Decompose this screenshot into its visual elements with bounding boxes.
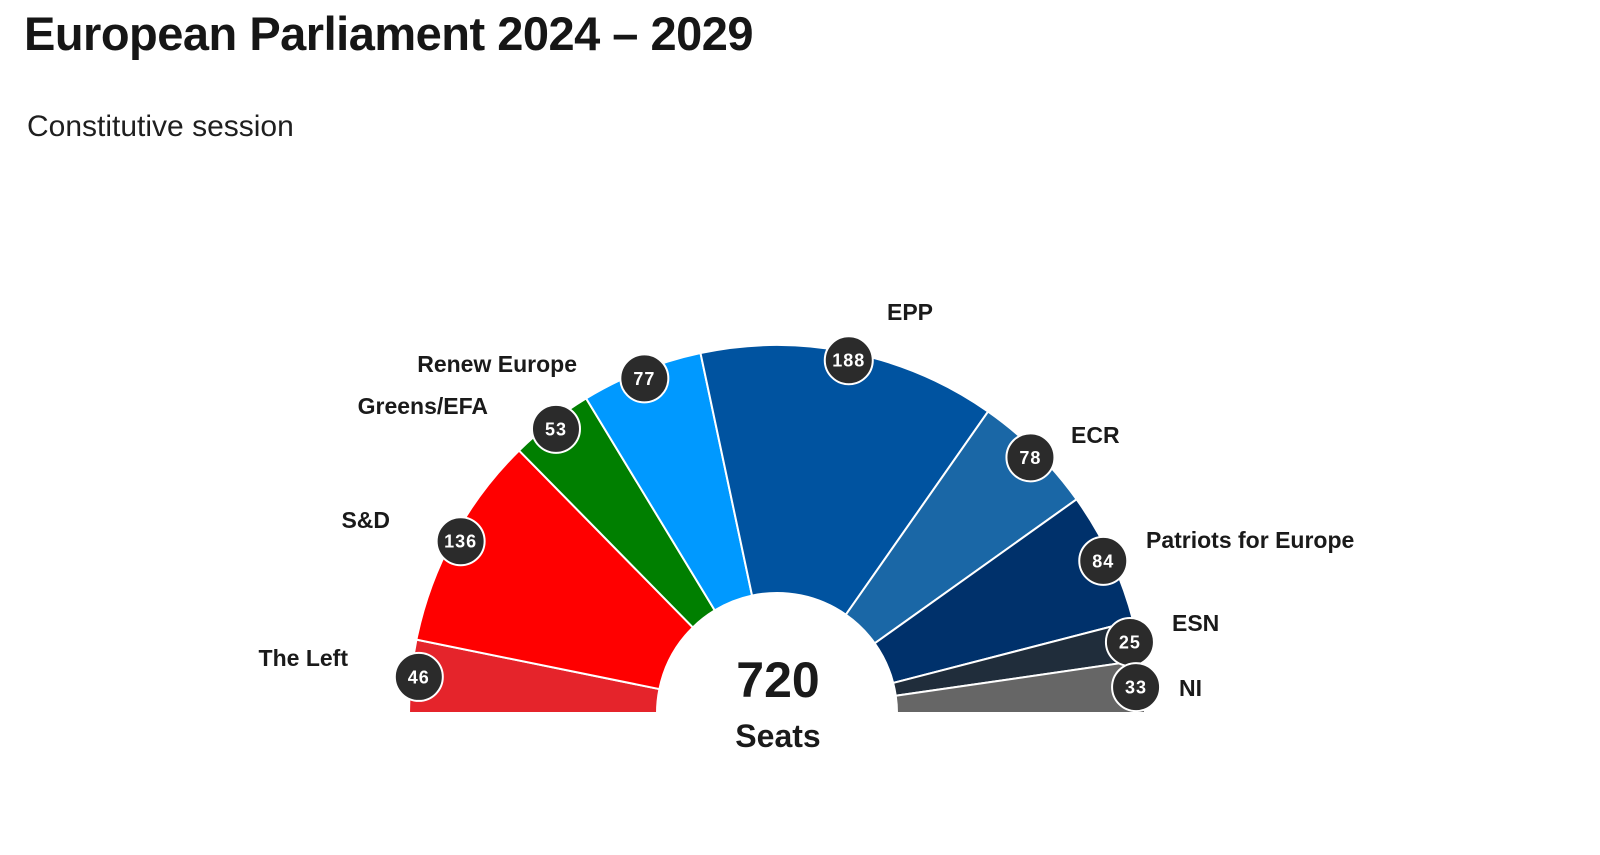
value-badge-ecr: 78 <box>1005 432 1056 483</box>
value-badge-circle <box>1078 535 1129 586</box>
value-badge-circle <box>619 353 670 404</box>
page-subtitle: Constitutive session <box>27 110 294 143</box>
value-badge-circle <box>393 651 444 702</box>
value-badge-renew-europe: 77 <box>619 353 670 404</box>
value-badge-circle <box>1111 662 1162 713</box>
value-label: 78 <box>1019 448 1041 468</box>
total-seats-label: Seats <box>735 718 820 754</box>
party-label-greens-efa: Greens/EFA <box>358 393 488 419</box>
value-label: 84 <box>1092 551 1114 571</box>
value-label: 188 <box>832 351 865 371</box>
segment-sandd <box>415 449 695 691</box>
party-label-ecr: ECR <box>1071 422 1120 448</box>
value-badge-circle <box>823 335 874 386</box>
page-title: European Parliament 2024 – 2029 <box>24 7 754 60</box>
value-label: 25 <box>1119 632 1141 652</box>
value-label: 53 <box>545 419 567 439</box>
value-badge-sandd: 136 <box>435 516 486 567</box>
value-badge-ni: 33 <box>1111 662 1162 713</box>
party-label-renew-europe: Renew Europe <box>417 351 577 377</box>
value-badge-the-left: 46 <box>393 651 444 702</box>
value-badge-esn: 25 <box>1104 616 1155 667</box>
party-label-sandd: S&D <box>341 507 390 533</box>
value-badge-greens-efa: 53 <box>530 403 581 454</box>
value-label: 136 <box>444 532 477 552</box>
value-label: 77 <box>633 369 655 389</box>
party-label-esn: ESN <box>1172 610 1219 636</box>
total-seats-value: 720 <box>736 652 819 708</box>
party-label-the-left: The Left <box>259 645 349 671</box>
value-badge-circle <box>435 516 486 567</box>
party-label-epp: EPP <box>887 299 933 325</box>
party-label-patriots-for-europe: Patriots for Europe <box>1146 527 1354 553</box>
value-badge-epp: 188 <box>823 335 874 386</box>
value-label: 33 <box>1125 678 1147 698</box>
segment-epp <box>699 344 990 617</box>
value-label: 46 <box>408 667 430 687</box>
value-badge-circle <box>1005 432 1056 483</box>
value-badge-circle <box>530 403 581 454</box>
value-badge-patriots-for-europe: 84 <box>1078 535 1129 586</box>
party-label-ni: NI <box>1179 675 1202 701</box>
